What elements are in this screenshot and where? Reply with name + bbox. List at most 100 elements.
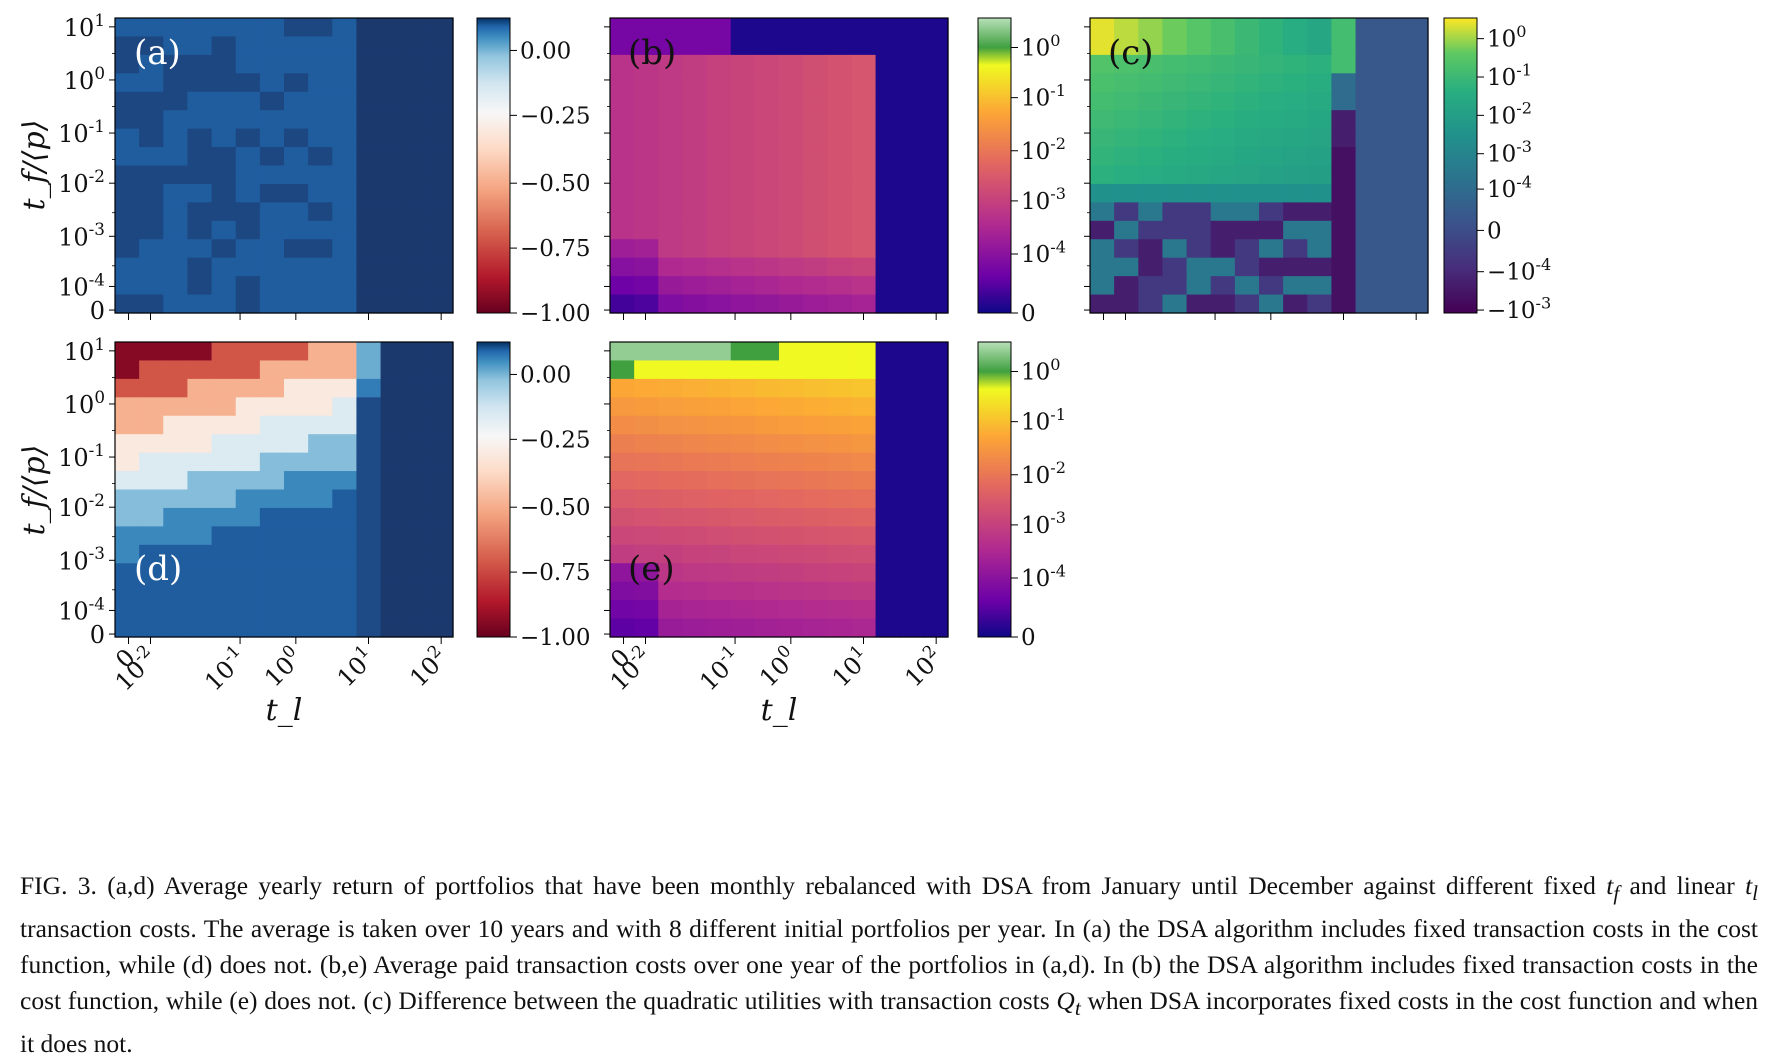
panel-d-cell (428, 563, 454, 583)
panel-e-cell (779, 397, 804, 417)
panel-c-cell (1114, 91, 1139, 111)
panel-e-cell (803, 360, 828, 380)
panel-b-cell (827, 73, 853, 93)
panel-d-cell (211, 600, 237, 620)
panel-c-cell (1090, 147, 1115, 167)
panel-c-cell (1138, 257, 1164, 277)
panel-a-cell (115, 276, 140, 296)
panel-d-cell (404, 581, 430, 601)
panel-a-cell (115, 147, 140, 167)
panel-a-cell (308, 110, 333, 130)
panel-a-cell (259, 183, 285, 203)
panel-e-cell (779, 342, 804, 362)
panel-d-cell (115, 526, 140, 546)
panel-b-cell (634, 294, 659, 314)
panel-e-cell (634, 378, 659, 398)
panel-d-cell (332, 397, 358, 417)
panel-d-cell (404, 452, 430, 472)
y-tick-label: 10-4 (58, 593, 105, 625)
panel-c-cell (1186, 110, 1212, 130)
panel-a-cell (428, 54, 454, 74)
panel-c-cell (1138, 91, 1164, 111)
panel-c-cell (1234, 202, 1260, 222)
panel-d-cell (115, 471, 140, 491)
panel-b-cell (754, 73, 780, 93)
panel-c-cell (1138, 18, 1164, 38)
panel-b-cell (730, 73, 756, 93)
panel-label-d: (d) (134, 549, 182, 589)
panel-a-cell (284, 128, 309, 148)
panel-d-cell (187, 378, 213, 398)
panel-e-cell (803, 452, 828, 472)
panel-c-cell (1090, 54, 1115, 74)
panel-c-cell (1379, 91, 1405, 111)
panel-a-cell (284, 165, 309, 185)
panel-b-cell (851, 294, 877, 314)
panel-e-cell (875, 378, 901, 398)
panel-c-cell (1162, 147, 1188, 167)
panel-a-cell (404, 183, 430, 203)
heatmap-a (115, 18, 454, 314)
panel-d-cell (235, 342, 261, 362)
panel-b-cell (803, 18, 828, 38)
panel-c-cell (1114, 202, 1139, 222)
panel-e-cell (851, 600, 877, 620)
panel-e-cell (899, 415, 925, 435)
panel-e-cell (875, 581, 901, 601)
panel-d-cell (380, 471, 406, 491)
panel-b: (b) (609, 17, 949, 314)
panel-b-cell (610, 128, 635, 148)
panel-a-cell (356, 183, 382, 203)
panel-c-cell (1331, 239, 1357, 259)
panel-d-cell (139, 489, 164, 509)
panel-a-cell (211, 165, 237, 185)
panel-a-cell (356, 239, 382, 259)
panel-d-cell (139, 526, 164, 546)
panel-c-cell (1259, 91, 1284, 111)
panel-e-cell (827, 378, 853, 398)
panel-a-cell (332, 220, 358, 240)
panel-c-cell (1331, 110, 1357, 130)
panel-e-cell (610, 471, 635, 491)
panel-e-cell (899, 397, 925, 417)
panel-d-cell (139, 342, 164, 362)
panel-e-cell (851, 544, 877, 564)
panel-b-cell (827, 147, 853, 167)
panel-d-cell (187, 618, 213, 638)
panel-e-cell (658, 452, 684, 472)
panel-e-cell (634, 581, 659, 601)
panel-e-cell (682, 471, 708, 491)
panel-d-cell (259, 581, 285, 601)
panel-b-cell (682, 257, 708, 277)
panel-e-cell (610, 563, 635, 583)
panel-e-cell (851, 507, 877, 527)
panel-d-cell (139, 581, 164, 601)
panel-d-cell (187, 544, 213, 564)
x-axis-label: t_l (761, 693, 798, 728)
panel-e-cell (851, 618, 877, 638)
panel-a-cell (139, 73, 164, 93)
panel-a-cell (428, 110, 454, 130)
panel-a-cell (187, 18, 213, 38)
panel-e-cell (803, 378, 828, 398)
panel-a-cell (380, 73, 406, 93)
panel-e-cell (658, 397, 684, 417)
panel-a-cell (163, 276, 189, 296)
panel-a-cell (428, 294, 454, 314)
panel-a-cell (115, 54, 140, 74)
panel-e-cell (658, 581, 684, 601)
panel-e-cell (682, 415, 708, 435)
x-axis-label: t_l (266, 693, 303, 728)
panel-b-cell (730, 36, 756, 56)
panel-a-cell (332, 165, 358, 185)
panel-b-cell (851, 276, 877, 296)
panel-c-cell (1210, 294, 1236, 314)
panel-b-cell (803, 276, 828, 296)
panel-a-cell (187, 257, 213, 277)
panel-b-cell (899, 257, 925, 277)
panel-b-cell (827, 110, 853, 130)
panel-a-cell (163, 73, 189, 93)
panel-d-cell (259, 618, 285, 638)
panel-c-cell (1090, 73, 1115, 93)
panel-d-cell (235, 600, 261, 620)
